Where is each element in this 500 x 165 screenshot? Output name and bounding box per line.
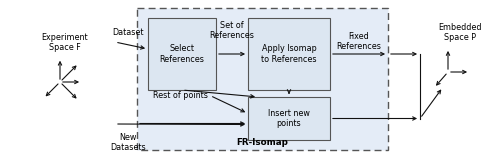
FancyBboxPatch shape — [148, 18, 216, 90]
Text: Fixed
References: Fixed References — [336, 32, 382, 51]
Text: Dataset: Dataset — [112, 28, 144, 37]
FancyBboxPatch shape — [248, 97, 330, 140]
Text: New
Datasets: New Datasets — [110, 133, 146, 152]
Text: Experiment
Space F: Experiment Space F — [42, 33, 88, 52]
Text: Set of
References: Set of References — [210, 21, 254, 40]
Text: Select
References: Select References — [160, 44, 204, 64]
FancyBboxPatch shape — [137, 8, 388, 150]
FancyBboxPatch shape — [248, 18, 330, 90]
Text: Embedded
Space P: Embedded Space P — [438, 23, 482, 42]
Text: FR-Isomap: FR-Isomap — [236, 138, 288, 147]
Text: Apply Isomap
to References: Apply Isomap to References — [261, 44, 317, 64]
Text: Insert new
points: Insert new points — [268, 109, 310, 128]
Text: Rest of points: Rest of points — [153, 91, 208, 100]
